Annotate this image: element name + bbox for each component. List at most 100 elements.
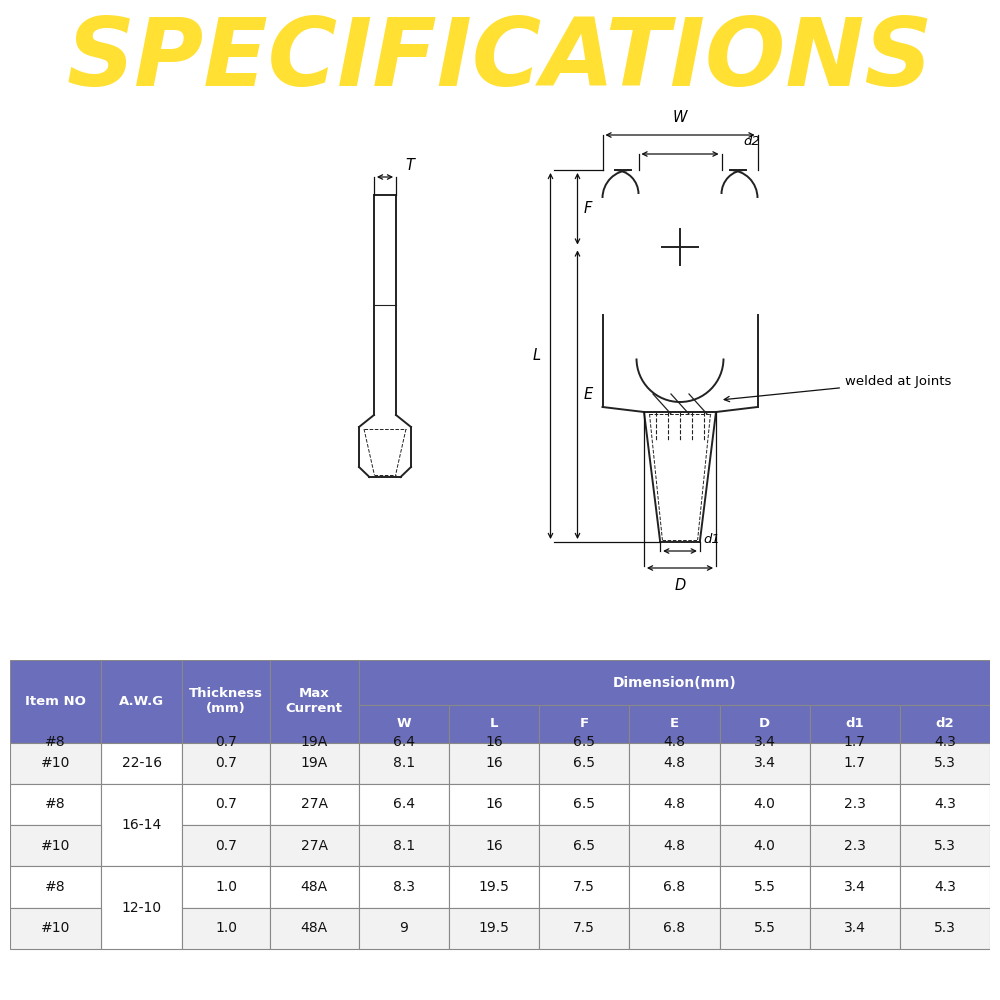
Bar [270, 742, 359, 784]
Text: d2: d2 [744, 135, 760, 148]
Text: 4.0: 4.0 [754, 839, 776, 853]
Text: 1.7: 1.7 [844, 736, 866, 750]
Bar [539, 705, 629, 742]
Bar [101, 784, 182, 866]
Text: 22-16: 22-16 [122, 756, 162, 770]
Bar [270, 784, 359, 825]
Bar [900, 908, 990, 949]
Text: 16: 16 [485, 839, 503, 853]
Text: Item NO: Item NO [25, 695, 86, 708]
Bar [629, 705, 720, 742]
Text: F: F [583, 201, 592, 216]
Text: 2.3: 2.3 [844, 797, 866, 811]
Text: 5.3: 5.3 [934, 839, 956, 853]
Bar [449, 784, 539, 825]
Bar [270, 866, 359, 908]
Bar [449, 742, 539, 784]
Bar [359, 660, 990, 705]
Text: 6.5: 6.5 [573, 797, 595, 811]
Bar [270, 908, 359, 949]
Text: 27A: 27A [301, 839, 328, 853]
Text: 6.4: 6.4 [393, 736, 415, 750]
Bar [900, 825, 990, 866]
Bar [720, 742, 810, 784]
Text: 6.5: 6.5 [573, 756, 595, 770]
Text: 6.5: 6.5 [573, 736, 595, 750]
Text: 1.7: 1.7 [844, 756, 866, 770]
Text: #10: #10 [41, 839, 70, 853]
Bar [182, 784, 270, 825]
Bar [539, 866, 629, 908]
Bar [720, 908, 810, 949]
Text: #8: #8 [45, 880, 66, 894]
Text: 5.5: 5.5 [754, 921, 776, 935]
Bar [900, 742, 990, 784]
Bar [270, 660, 359, 742]
Text: 2.3: 2.3 [844, 839, 866, 853]
Bar [720, 705, 810, 742]
Text: 6.8: 6.8 [663, 921, 686, 935]
Bar [629, 908, 720, 949]
Text: 4.8: 4.8 [663, 736, 685, 750]
Bar [629, 742, 720, 784]
Bar [810, 908, 900, 949]
Bar [720, 784, 810, 825]
Text: L: L [532, 348, 540, 363]
Text: 8.1: 8.1 [393, 756, 415, 770]
Text: 3.4: 3.4 [844, 880, 866, 894]
Bar [449, 825, 539, 866]
Text: 5.5: 5.5 [754, 880, 776, 894]
Text: 0.7: 0.7 [215, 839, 237, 853]
Bar [810, 742, 900, 784]
Bar [539, 784, 629, 825]
Text: 7.5: 7.5 [573, 880, 595, 894]
Bar [101, 742, 182, 784]
Text: 1.0: 1.0 [215, 921, 237, 935]
Text: W: W [673, 110, 687, 125]
Text: D: D [674, 578, 686, 593]
Text: Max
Current: Max Current [286, 687, 343, 715]
Text: welded at Joints: welded at Joints [724, 375, 951, 402]
Text: 19A: 19A [301, 756, 328, 770]
Bar [182, 660, 270, 742]
Text: D: D [759, 717, 770, 730]
Text: 4.0: 4.0 [754, 797, 776, 811]
Bar [182, 825, 270, 866]
Text: 0.7: 0.7 [215, 797, 237, 811]
Text: 4.3: 4.3 [934, 880, 956, 894]
Bar [10, 908, 101, 949]
Text: 4.3: 4.3 [934, 797, 956, 811]
Bar [359, 742, 449, 784]
Text: W: W [397, 717, 411, 730]
Text: 16: 16 [485, 736, 503, 750]
Text: 4.3: 4.3 [934, 736, 956, 750]
Text: #8: #8 [45, 736, 66, 750]
Bar [449, 705, 539, 742]
Bar [359, 784, 449, 825]
Text: 7.5: 7.5 [573, 921, 595, 935]
Text: 1.0: 1.0 [215, 880, 237, 894]
Bar [629, 784, 720, 825]
Bar [359, 908, 449, 949]
Text: E: E [583, 387, 593, 402]
Bar [810, 705, 900, 742]
Text: 48A: 48A [301, 880, 328, 894]
Bar [539, 742, 629, 784]
Bar [900, 784, 990, 825]
Bar [10, 866, 101, 908]
Bar [10, 784, 101, 825]
Text: F: F [580, 717, 589, 730]
Text: 16: 16 [485, 797, 503, 811]
Bar [810, 866, 900, 908]
Text: 16: 16 [485, 756, 503, 770]
Text: SPECIFICATIONS: SPECIFICATIONS [67, 14, 933, 106]
Text: 8.3: 8.3 [393, 880, 415, 894]
Bar [359, 866, 449, 908]
Bar [720, 825, 810, 866]
Bar [10, 825, 101, 866]
Text: Dimension(mm): Dimension(mm) [613, 676, 736, 690]
Bar [810, 784, 900, 825]
Text: 4.8: 4.8 [663, 839, 685, 853]
Bar [900, 866, 990, 908]
Text: 3.4: 3.4 [754, 756, 776, 770]
